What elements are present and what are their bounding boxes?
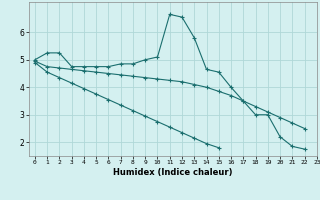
X-axis label: Humidex (Indice chaleur): Humidex (Indice chaleur)	[113, 168, 233, 177]
